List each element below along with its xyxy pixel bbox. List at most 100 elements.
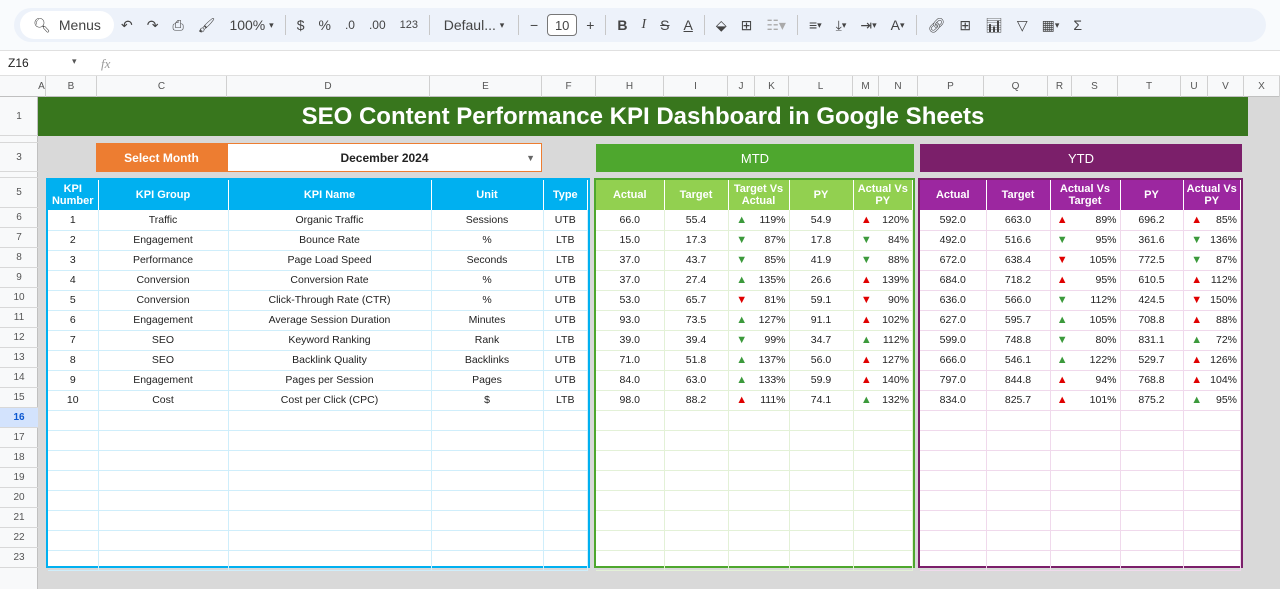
ytd-avpy-icon-cell[interactable]: ▲ <box>1183 310 1210 331</box>
ytd-py-cell[interactable] <box>1120 450 1184 471</box>
ytd-tva-icon-cell[interactable]: ▲ <box>1050 390 1074 411</box>
row-header[interactable]: 8 <box>0 248 38 268</box>
ytd-py-cell[interactable]: 768.8 <box>1120 370 1184 391</box>
kpi-cell[interactable]: UTB <box>543 350 588 371</box>
ytd-avpy-cell[interactable] <box>1210 510 1241 531</box>
text-color-icon[interactable]: A <box>683 17 693 33</box>
mtd-target-cell[interactable]: 65.7 <box>664 290 729 311</box>
ytd-actual-cell[interactable]: 672.0 <box>920 250 987 271</box>
mtd-py-cell[interactable]: 41.9 <box>789 250 854 271</box>
decrease-decimal-button[interactable]: .0 <box>344 18 355 32</box>
kpi-cell[interactable] <box>431 410 544 431</box>
ytd-target-cell[interactable] <box>986 510 1051 531</box>
ytd-avpy-cell[interactable]: 85% <box>1210 210 1241 231</box>
mtd-target-cell[interactable] <box>664 450 729 471</box>
mtd-avpy-cell[interactable]: 140% <box>879 370 914 391</box>
ytd-actual-cell[interactable]: 627.0 <box>920 310 987 331</box>
ytd-tva-icon-cell[interactable]: ▼ <box>1050 330 1074 351</box>
kpi-cell[interactable]: Pages per Session <box>228 370 432 391</box>
ytd-tva-icon-cell[interactable] <box>1050 550 1074 571</box>
ytd-target-cell[interactable] <box>986 430 1051 451</box>
mtd-py-cell[interactable]: 17.8 <box>789 230 854 251</box>
mtd-target-cell[interactable]: 63.0 <box>664 370 729 391</box>
mtd-tva-icon-cell[interactable] <box>728 430 755 451</box>
kpi-cell[interactable]: UTB <box>543 270 588 291</box>
kpi-cell[interactable]: 3 <box>48 250 99 271</box>
mtd-tva-icon-cell[interactable]: ▲ <box>728 370 755 391</box>
mtd-tva-cell[interactable]: 81% <box>755 290 790 311</box>
mtd-avpy-cell[interactable]: 132% <box>879 390 914 411</box>
kpi-cell[interactable] <box>431 470 544 491</box>
ytd-tva-cell[interactable]: 89% <box>1074 210 1121 231</box>
mtd-tva-icon-cell[interactable] <box>728 470 755 491</box>
mtd-tva-icon-cell[interactable]: ▲ <box>728 390 755 411</box>
mtd-actual-cell[interactable] <box>596 530 665 551</box>
ytd-target-cell[interactable] <box>986 410 1051 431</box>
ytd-tva-icon-cell[interactable]: ▼ <box>1050 290 1074 311</box>
print-icon[interactable]: ⎙ <box>172 16 184 33</box>
kpi-cell[interactable] <box>228 550 432 571</box>
ytd-tva-cell[interactable]: 105% <box>1074 310 1121 331</box>
mtd-avpy-cell[interactable]: 120% <box>879 210 914 231</box>
kpi-cell[interactable] <box>431 510 544 531</box>
merge-cells-icon[interactable]: ☷▾ <box>766 16 786 33</box>
mtd-tva-cell[interactable] <box>755 530 790 551</box>
kpi-cell[interactable]: % <box>431 270 544 291</box>
ytd-avpy-icon-cell[interactable] <box>1183 530 1210 551</box>
kpi-cell[interactable]: UTB <box>543 310 588 331</box>
mtd-tva-cell[interactable]: 137% <box>755 350 790 371</box>
mtd-tva-icon-cell[interactable] <box>728 550 755 571</box>
kpi-cell[interactable]: LTB <box>543 390 588 411</box>
mtd-avpy-icon-cell[interactable] <box>853 470 880 491</box>
increase-decimal-button[interactable]: .00 <box>368 18 386 32</box>
mtd-py-cell[interactable]: 26.6 <box>789 270 854 291</box>
ytd-actual-cell[interactable] <box>920 410 987 431</box>
kpi-cell[interactable]: 7 <box>48 330 99 351</box>
row-header[interactable]: 9 <box>0 268 38 288</box>
ytd-py-cell[interactable] <box>1120 530 1184 551</box>
month-dropdown[interactable]: December 2024 ▼ <box>227 143 542 172</box>
vertical-align-icon[interactable]: ⤓ ▾ <box>835 16 847 33</box>
mtd-py-cell[interactable] <box>789 450 854 471</box>
mtd-avpy-icon-cell[interactable]: ▲ <box>853 210 880 231</box>
column-header[interactable]: R <box>1048 76 1072 97</box>
ytd-actual-cell[interactable] <box>920 490 987 511</box>
column-header[interactable]: H <box>596 76 664 97</box>
column-header[interactable]: U <box>1181 76 1208 97</box>
mtd-avpy-cell[interactable] <box>879 510 914 531</box>
kpi-cell[interactable] <box>48 510 99 531</box>
mtd-actual-cell[interactable]: 39.0 <box>596 330 665 351</box>
kpi-cell[interactable] <box>543 510 588 531</box>
mtd-actual-cell[interactable] <box>596 430 665 451</box>
kpi-cell[interactable]: 5 <box>48 290 99 311</box>
formula-input[interactable] <box>120 53 1270 73</box>
mtd-actual-cell[interactable]: 98.0 <box>596 390 665 411</box>
mtd-py-cell[interactable] <box>789 490 854 511</box>
kpi-cell[interactable]: Conversion <box>98 290 229 311</box>
ytd-py-cell[interactable] <box>1120 470 1184 491</box>
mtd-target-cell[interactable]: 73.5 <box>664 310 729 331</box>
ytd-tva-cell[interactable] <box>1074 470 1121 491</box>
mtd-avpy-icon-cell[interactable] <box>853 430 880 451</box>
mtd-tva-icon-cell[interactable]: ▼ <box>728 290 755 311</box>
kpi-cell[interactable]: Organic Traffic <box>228 210 432 231</box>
mtd-target-cell[interactable] <box>664 490 729 511</box>
mtd-actual-cell[interactable]: 53.0 <box>596 290 665 311</box>
ytd-target-cell[interactable]: 825.7 <box>986 390 1051 411</box>
row-header[interactable]: 19 <box>0 468 38 488</box>
mtd-py-cell[interactable]: 56.0 <box>789 350 854 371</box>
ytd-tva-cell[interactable]: 94% <box>1074 370 1121 391</box>
kpi-cell[interactable] <box>228 430 432 451</box>
ytd-tva-icon-cell[interactable] <box>1050 450 1074 471</box>
ytd-avpy-cell[interactable]: 72% <box>1210 330 1241 351</box>
column-header[interactable]: M <box>853 76 879 97</box>
kpi-cell[interactable] <box>48 490 99 511</box>
ytd-tva-cell[interactable]: 95% <box>1074 270 1121 291</box>
mtd-target-cell[interactable]: 17.3 <box>664 230 729 251</box>
mtd-py-cell[interactable]: 59.9 <box>789 370 854 391</box>
ytd-avpy-cell[interactable]: 87% <box>1210 250 1241 271</box>
mtd-actual-cell[interactable]: 37.0 <box>596 250 665 271</box>
mtd-target-cell[interactable] <box>664 430 729 451</box>
kpi-cell[interactable] <box>543 430 588 451</box>
kpi-cell[interactable] <box>48 530 99 551</box>
